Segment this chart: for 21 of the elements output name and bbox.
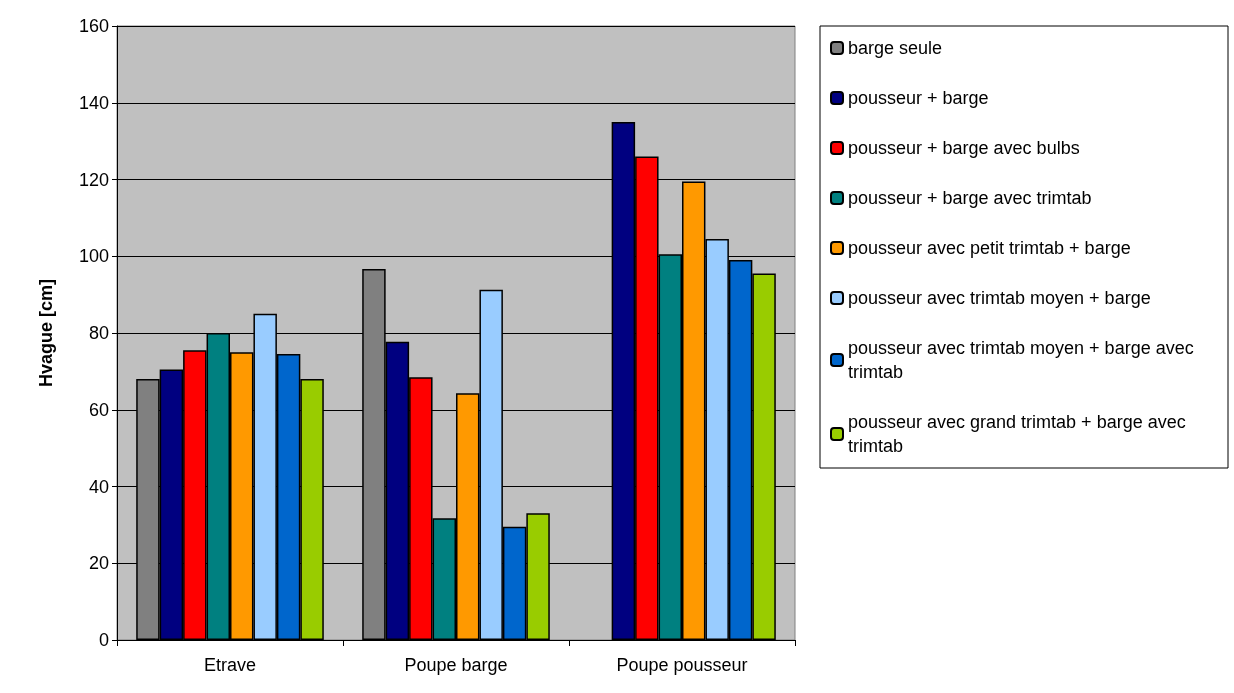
x-tick-label: Poupe barge <box>404 655 508 675</box>
y-axis-title: Hvague [cm] <box>36 278 56 388</box>
legend-label: pousseur + barge avec bulbs <box>848 138 1080 158</box>
y-tick-label: 140 <box>78 92 109 113</box>
x-tick-label: Etrave <box>203 655 257 675</box>
legend-label: barge seule <box>848 38 943 58</box>
x-tick-label: Poupe pousseur <box>616 655 748 675</box>
y-tick-label: 40 <box>88 476 109 497</box>
y-tick-label: 100 <box>78 246 109 267</box>
y-tick-label: 80 <box>88 323 109 343</box>
legend-label: pousseur avec trimtab moyen + barge <box>848 288 1151 308</box>
y-tick-label: 60 <box>88 399 109 420</box>
legend-label: pousseur + barge <box>848 88 989 108</box>
y-tick-label: 20 <box>88 553 109 574</box>
legend-label: pousseur + barge avec trimtab <box>848 188 1092 208</box>
legend-label: pousseur avec grand trimtab + barge avec trimtab <box>848 412 1191 456</box>
y-tick-label: 120 <box>78 169 109 190</box>
y-tick-label: 160 <box>78 16 109 36</box>
y-tick-label: 0 <box>98 630 109 650</box>
legend-label: pousseur avec trimtab moyen + barge avec trimtab <box>848 338 1199 382</box>
legend-label: pousseur avec petit trimtab + barge <box>848 238 1131 258</box>
